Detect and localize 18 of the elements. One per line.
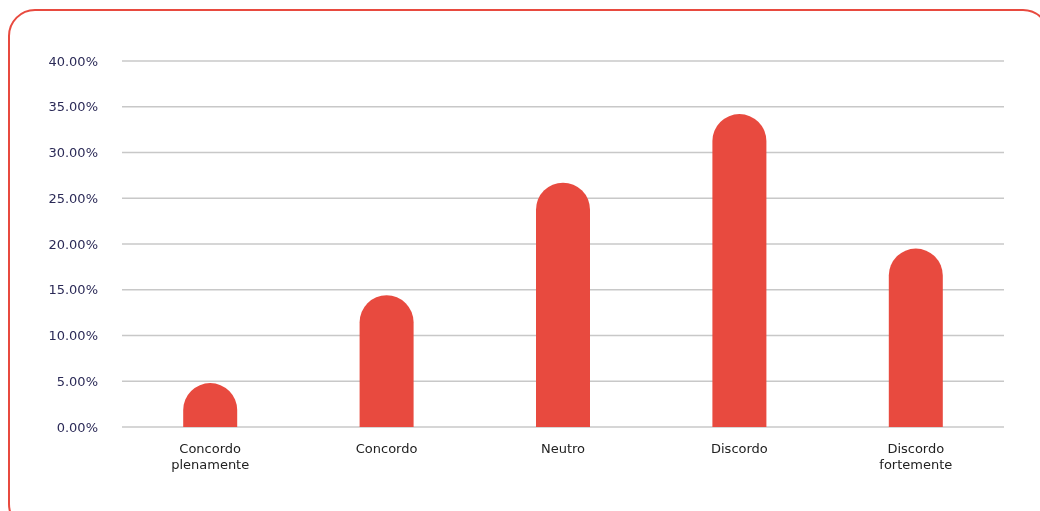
y-tick-label: 15.00% <box>48 282 98 298</box>
x-tick-label: Discordo <box>710 441 768 456</box>
y-tick-label: 30.00% <box>48 145 98 161</box>
y-tick-label: 10.00% <box>48 328 98 344</box>
y-tick-label: 40.00% <box>48 53 98 69</box>
x-tick-label: Concordo <box>355 441 418 456</box>
bar <box>712 114 767 427</box>
x-tick-label: Neutro <box>540 441 586 456</box>
x-tick-label: Concordo plenamente <box>171 441 250 472</box>
y-tick-label: 0.00% <box>56 419 98 435</box>
y-tick-label: 35.00% <box>48 99 98 115</box>
y-tick-label: 5.00% <box>56 373 98 389</box>
bar <box>359 295 414 427</box>
bar <box>536 182 590 427</box>
x-tick-label: Discordo fortemente <box>879 441 953 472</box>
y-tick-label: 25.00% <box>48 190 98 206</box>
bar <box>888 248 943 427</box>
y-tick-label: 20.00% <box>48 236 98 252</box>
